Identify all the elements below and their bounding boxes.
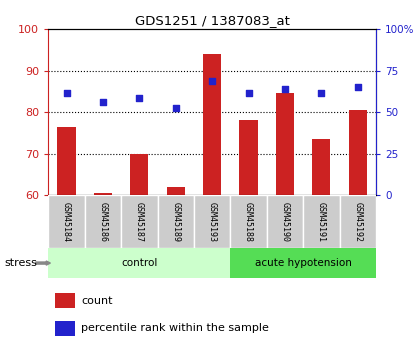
Text: acute hypotension: acute hypotension [255, 258, 352, 268]
Bar [167, 187, 185, 195]
Bar [339, 195, 376, 248]
Text: percentile rank within the sample: percentile rank within the sample [81, 323, 269, 333]
Point [354, 85, 361, 90]
Point [100, 99, 106, 105]
Bar [230, 195, 267, 248]
Text: GSM45189: GSM45189 [171, 202, 180, 242]
Bar [203, 54, 221, 195]
Text: count: count [81, 296, 113, 306]
Point [172, 105, 179, 111]
Point [281, 87, 288, 92]
Text: GSM45186: GSM45186 [98, 202, 108, 242]
Bar [349, 110, 367, 195]
Bar [94, 193, 112, 195]
Bar [303, 195, 339, 248]
Point [136, 95, 143, 100]
Bar [267, 195, 303, 248]
Bar [194, 195, 230, 248]
Title: GDS1251 / 1387083_at: GDS1251 / 1387083_at [135, 14, 289, 27]
Text: GSM45193: GSM45193 [207, 202, 217, 242]
Bar [121, 195, 158, 248]
Text: GSM45191: GSM45191 [317, 202, 326, 242]
Bar [230, 248, 376, 278]
Text: GSM45184: GSM45184 [62, 202, 71, 242]
Point [318, 91, 325, 96]
Point [63, 91, 70, 96]
Bar [130, 154, 148, 195]
Bar [158, 195, 194, 248]
Bar [58, 127, 76, 195]
Point [245, 91, 252, 96]
Bar [239, 120, 257, 195]
Bar [48, 195, 85, 248]
Text: GSM45190: GSM45190 [281, 202, 289, 242]
Text: GSM45192: GSM45192 [353, 202, 362, 242]
Bar [85, 195, 121, 248]
Text: stress: stress [4, 258, 37, 268]
Text: GSM45188: GSM45188 [244, 202, 253, 242]
Point [209, 78, 215, 84]
Bar [276, 93, 294, 195]
Bar [55, 293, 74, 308]
Bar [312, 139, 331, 195]
Bar [55, 321, 74, 336]
Text: GSM45187: GSM45187 [135, 202, 144, 242]
Bar [48, 248, 230, 278]
Text: control: control [121, 258, 158, 268]
